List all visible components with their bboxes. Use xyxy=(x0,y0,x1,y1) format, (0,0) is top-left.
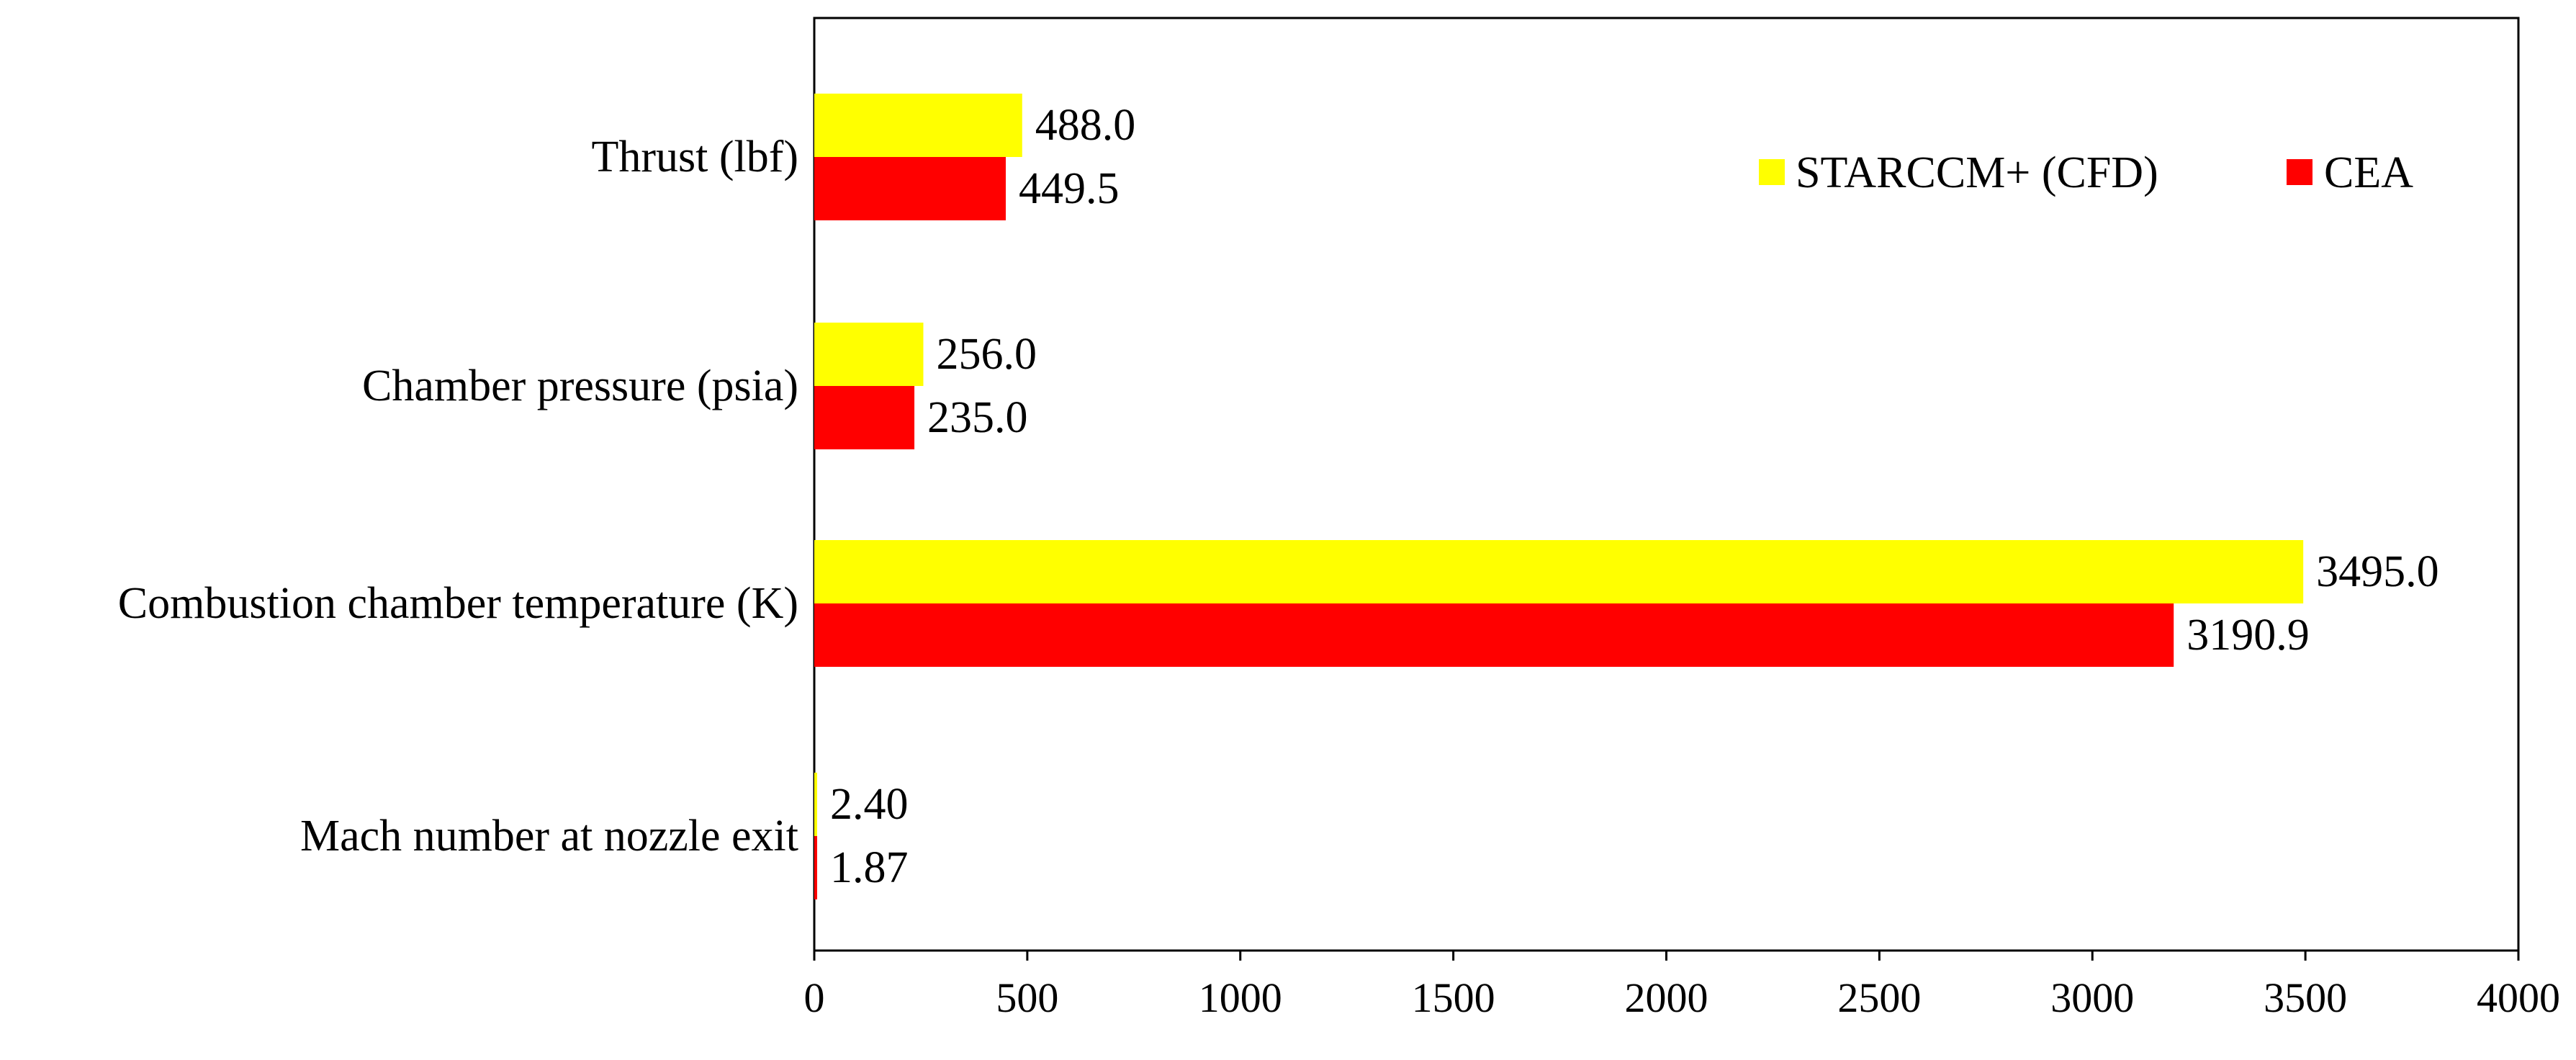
legend-swatch xyxy=(1759,159,1785,185)
bar-value-label: 3190.9 xyxy=(2187,611,2310,660)
bar-value-label: 449.5 xyxy=(1019,164,1120,213)
bar-value-label: 1.87 xyxy=(830,843,909,892)
labels-group: Thrust (lbf) 488.0 449.5 Chamber pressure (… xyxy=(118,101,2439,892)
bar-cea xyxy=(814,386,915,449)
x-tick-label: 1500 xyxy=(1412,974,1495,1021)
legend: STARCCM+ (CFD) CEA xyxy=(1759,148,2413,197)
bar-starccm xyxy=(814,94,1022,157)
bar-value-label: 488.0 xyxy=(1035,101,1136,150)
bar-starccm xyxy=(814,323,924,386)
category-label: Combustion chamber temperature (K) xyxy=(118,579,798,628)
x-tick-label: 2500 xyxy=(1837,974,1921,1021)
category-label: Mach number at nozzle exit xyxy=(300,812,798,861)
x-tick-label: 2000 xyxy=(1625,974,1708,1021)
category-label: Thrust (lbf) xyxy=(591,132,798,181)
bar-value-label: 256.0 xyxy=(936,330,1037,379)
x-tick-label: 1000 xyxy=(1199,974,1282,1021)
bar-starccm xyxy=(814,540,2304,603)
bar-starccm xyxy=(814,773,817,836)
x-tick-label: 3000 xyxy=(2050,974,2134,1021)
x-tick-label: 500 xyxy=(996,974,1058,1021)
legend-label: CEA xyxy=(2324,148,2413,197)
x-tick-label: 0 xyxy=(804,974,825,1021)
bars-group xyxy=(814,94,2304,899)
legend-swatch xyxy=(2287,159,2312,185)
x-tick-label: 4000 xyxy=(2477,974,2560,1021)
x-axis-ticks: 0 500 1000 1500 2000 2500 3000 3500 4000 xyxy=(804,951,2560,1021)
bar-value-label: 235.0 xyxy=(927,393,1028,442)
legend-label: STARCCM+ (CFD) xyxy=(1796,148,2158,197)
x-tick-label: 3500 xyxy=(2264,974,2347,1021)
bar-value-label: 2.40 xyxy=(830,780,909,829)
bar-cea xyxy=(814,603,2174,667)
bar-cea xyxy=(814,157,1006,220)
category-label: Chamber pressure (psia) xyxy=(362,361,798,410)
plot-area xyxy=(813,17,2520,952)
bar-value-label: 3495.0 xyxy=(2316,547,2439,596)
bar-cea xyxy=(814,836,817,899)
plot-frame xyxy=(813,17,2520,952)
